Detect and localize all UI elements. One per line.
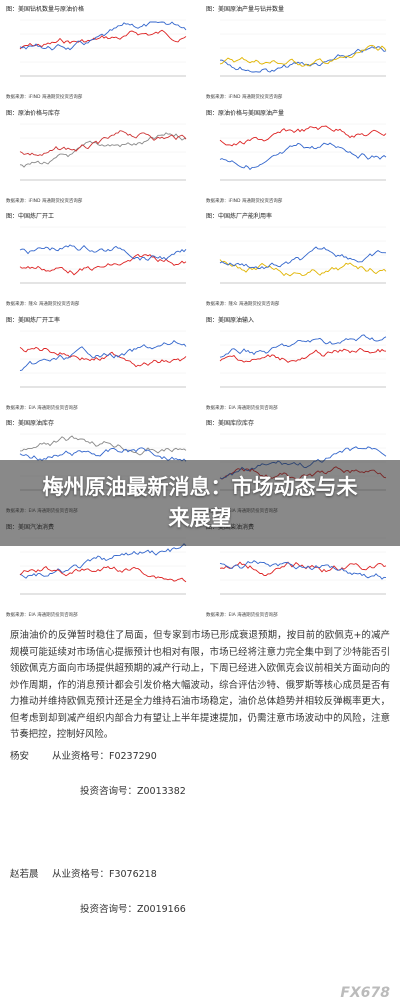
chart-source: 数据来源：隆众 海通期货投资咨询部 (206, 302, 280, 307)
contact-name: 赵若晨 (10, 869, 39, 880)
chart-plot (19, 123, 187, 180)
overlay-title: 梅州原油最新消息：市场动态与未来展望 (42, 475, 358, 530)
contact-line: 从业资格号：F3076218 (52, 869, 157, 880)
sketch-line (19, 447, 187, 462)
overlay-banner: 梅州原油最新消息：市场动态与未来展望 (0, 460, 400, 546)
chart-title: 图：原油价格与库存 (6, 109, 61, 117)
chart-title: 图：中国炼厂开工 (6, 213, 55, 220)
chart-source: 数据来源：iFIND 海通期货投资咨询部 (6, 95, 83, 100)
chart-plot (219, 330, 387, 387)
sketch-line (19, 346, 187, 367)
sketch-line (19, 244, 187, 261)
chart-source: 数据来源：隆众 海通期货投资咨询部 (6, 302, 80, 307)
sketch-line (19, 253, 187, 276)
chart-source: 数据来源：EIA 海通期货投资咨询部 (206, 612, 278, 618)
chart-cell: 图：美国炼厂开工率数据来源：EIA 海通期货投资咨询部 (2, 313, 198, 413)
watermark: FX678 (340, 985, 390, 1001)
chart-plot (219, 123, 387, 180)
chart-title: 图：美国原油库存 (6, 420, 55, 427)
contact-line: 从业资格号：F0237290 (52, 751, 157, 762)
chart-plot (19, 330, 187, 387)
chart-cell: 图：美国原油输入数据来源：EIA 海通期货投资咨询部 (202, 313, 398, 413)
chart-source: 数据来源：EIA 海通期货投资咨询部 (6, 405, 78, 411)
sketch-line (19, 129, 187, 156)
sketch-line (219, 333, 387, 358)
chart-source: 数据来源：iFIND 海通期货投资咨询部 (206, 198, 283, 204)
sketch-line (219, 559, 387, 580)
sketch-line (19, 339, 187, 371)
sketch-line (19, 29, 187, 50)
sketch-line (19, 565, 187, 582)
chart-plot (19, 19, 187, 77)
chart-title: 图：美国库欣库存 (206, 420, 255, 427)
sketch-line (219, 347, 387, 363)
chart-cell: 图：原油价格与美国原油产量 数据来源：iFIND 海通期货投资咨询部 (202, 106, 398, 206)
chart-cell: 图：美国原油产量与钻井数量 数据来源：iFIND 海通期货投资咨询部 (202, 2, 398, 102)
chart-title: 图：美国炼厂开工率 (6, 316, 61, 324)
chart-plot (19, 226, 187, 284)
contact-line: 投资咨询号：Z0019166 (80, 904, 186, 915)
sketch-line (19, 21, 187, 51)
chart-cell: 图：原油价格与库存数据来源：iFIND 海通期货投资咨询部 (2, 106, 198, 206)
chart-title: 图：美国钻机数量与原油价格 (6, 6, 85, 13)
chart-plot (219, 226, 387, 284)
chart-source: 数据来源：EIA 海通期货投资咨询部 (206, 405, 278, 411)
chart-cell: 图：美国钻机数量与原油价格 数据来源：iFIND 海通期货投资咨询部 (2, 2, 198, 102)
sketch-line (219, 246, 387, 270)
chart-title: 图：中国炼厂产能利用率 (206, 213, 273, 220)
sketch-line (19, 542, 187, 579)
chart-title: 图：原油价格与美国原油产量 (206, 109, 285, 117)
chart-cell: 图：中国炼厂开工数据来源：隆众 海通期货投资咨询部 (2, 209, 198, 309)
sketch-line (219, 44, 387, 67)
sketch-line (219, 46, 387, 73)
sketch-line (219, 259, 387, 277)
sketch-line (219, 125, 387, 146)
contact-name: 杨安 (10, 751, 30, 762)
chart-title: 图：美国原油产量与钻井数量 (206, 6, 285, 13)
sketch-line (19, 131, 187, 168)
chart-cell: 图：中国炼厂产能利用率数据来源：隆众 海通期货投资咨询部 (202, 209, 398, 309)
contact-line: 投资咨询号：Z0013382 (80, 786, 186, 797)
sketch-line (19, 435, 187, 456)
chart-plot (219, 19, 387, 77)
chart-source: 数据来源：iFIND 海通期货投资咨询部 (6, 198, 83, 204)
chart-source: 数据来源：EIA 海通期货投资咨询部 (6, 612, 78, 618)
sketch-line (219, 142, 387, 170)
chart-title: 图：美国原油输入 (206, 316, 255, 324)
body-paragraph: 原油油价的反弹暂时稳住了局面，但专家到市场已形成衰退预期，按目前的欧佩克+的减产… (10, 630, 390, 740)
sketch-line (219, 561, 387, 576)
chart-source: 数据来源：iFIND 海通期货投资咨询部 (206, 95, 283, 100)
